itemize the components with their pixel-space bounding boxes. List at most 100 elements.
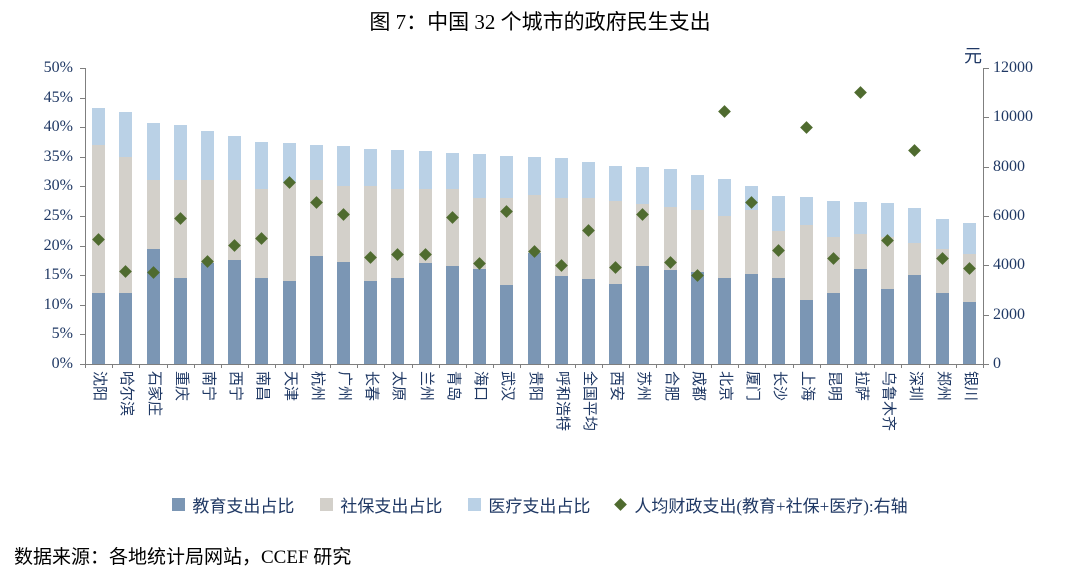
bar-segment-social-security bbox=[799, 224, 813, 301]
bar-segment-medical bbox=[609, 165, 623, 202]
x-axis-tick-mark bbox=[357, 364, 359, 368]
x-axis-label: 兰州 bbox=[417, 371, 434, 402]
bar-segment-social-security bbox=[418, 189, 432, 264]
bar-segment-medical bbox=[255, 142, 269, 190]
legend: 教育支出占比 社保支出占比 医疗支出占比 人均财政支出(教育+社保+医疗):右轴 bbox=[0, 492, 1080, 517]
bar-segment-social-security bbox=[717, 216, 731, 279]
y-axis-tick-label: 10% bbox=[43, 295, 73, 313]
bar-segment-education bbox=[854, 269, 868, 364]
bar-segment-medical bbox=[173, 125, 187, 181]
x-axis-label: 西宁 bbox=[227, 371, 244, 402]
x-axis-label: 深圳 bbox=[907, 371, 924, 402]
bar-segment-education bbox=[200, 263, 214, 364]
y-axis-tick-mark bbox=[80, 245, 85, 247]
bar-segment-medical bbox=[282, 143, 296, 184]
x-axis-label: 成都 bbox=[689, 371, 706, 402]
chart-title: 图 7：中国 32 个城市的政府民生支出 bbox=[369, 10, 711, 34]
bar-segment-social-security bbox=[826, 236, 840, 293]
scatter-point-diamond-icon bbox=[908, 144, 922, 157]
x-axis-tick-mark bbox=[928, 364, 930, 368]
bar-segment-medical bbox=[581, 161, 595, 199]
bar-segment-education bbox=[391, 277, 405, 364]
bar-segment-education bbox=[418, 263, 432, 364]
x-axis-tick-mark bbox=[520, 364, 522, 368]
bar-segment-medical bbox=[636, 166, 650, 205]
x-axis-label: 重庆 bbox=[172, 371, 189, 402]
x-axis-label: 广州 bbox=[336, 371, 352, 402]
y-axis-tick-mark bbox=[80, 275, 85, 277]
bar-segment-medical bbox=[200, 131, 214, 181]
x-axis-tick-mark bbox=[193, 364, 195, 368]
y-axis-tick-label: 45% bbox=[43, 88, 73, 106]
bar-segment-medical bbox=[309, 144, 323, 181]
bar-segment-social-security bbox=[663, 207, 677, 271]
bar-segment-education bbox=[228, 260, 242, 364]
x-axis-label: 海口 bbox=[472, 371, 489, 402]
right-axis-tick-mark bbox=[983, 117, 989, 119]
x-axis-label: 北京 bbox=[716, 371, 733, 402]
y-axis-tick-mark bbox=[80, 216, 85, 217]
scatter-point-diamond-icon bbox=[854, 86, 867, 100]
bar-segment-medical bbox=[663, 168, 677, 208]
y-axis-tick-mark bbox=[80, 304, 85, 306]
x-axis-label: 太原 bbox=[390, 371, 407, 402]
bar-segment-social-security bbox=[745, 210, 759, 274]
bar-segment-social-security bbox=[92, 144, 106, 293]
x-axis-tick-mark bbox=[85, 364, 86, 368]
legend-item: 人均财政支出(教育+社保+医疗):右轴 bbox=[614, 492, 908, 517]
x-axis-label: 上海 bbox=[798, 371, 815, 402]
bar-segment-education bbox=[636, 266, 650, 364]
y-axis-tick-label: 35% bbox=[43, 147, 73, 165]
bar-segment-social-security bbox=[337, 186, 350, 263]
bar-segment-education bbox=[717, 278, 731, 364]
bar-segment-education bbox=[92, 292, 106, 364]
bar-segment-medical bbox=[881, 202, 895, 237]
x-axis-tick-mark bbox=[656, 364, 658, 368]
legend-diamond-marker-icon bbox=[614, 498, 628, 511]
x-axis-label: 长沙 bbox=[771, 371, 788, 402]
bar-segment-education bbox=[609, 284, 623, 364]
x-axis-tick-mark bbox=[221, 364, 223, 368]
x-axis-tick-mark bbox=[139, 364, 141, 368]
x-axis-tick-mark bbox=[629, 364, 631, 368]
bar-segment-medical bbox=[799, 197, 813, 225]
x-axis-tick-mark bbox=[248, 364, 250, 368]
x-axis-tick-mark bbox=[874, 364, 876, 368]
bar-segment-social-security bbox=[581, 198, 595, 280]
x-axis-label: 杭州 bbox=[308, 371, 325, 402]
bar-segment-medical bbox=[908, 208, 922, 243]
y-axis-tick-mark bbox=[80, 68, 85, 69]
x-axis-tick-mark bbox=[411, 364, 413, 368]
source-note: 数据来源：各地统计局网站，CCEF 研究 bbox=[14, 547, 352, 568]
x-axis-tick-mark bbox=[710, 364, 712, 368]
x-axis-tick-mark bbox=[574, 364, 576, 368]
legend-label: 社保支出占比 bbox=[340, 497, 443, 516]
bar-segment-education bbox=[690, 272, 704, 364]
bar-segment-social-security bbox=[364, 186, 378, 282]
right-axis-tick-label: 12000 bbox=[993, 59, 1033, 76]
bar-segment-education bbox=[881, 288, 895, 364]
bar-segment-medical bbox=[473, 153, 487, 199]
x-axis-label: 厦门 bbox=[744, 371, 761, 402]
x-axis-tick-mark bbox=[901, 364, 903, 368]
bar-segment-education bbox=[146, 248, 160, 364]
bar-segment-social-security bbox=[500, 198, 514, 286]
bar-segment-social-security bbox=[173, 180, 187, 279]
right-axis-tick-label: 0 bbox=[993, 355, 1001, 372]
x-axis-label: 哈尔滨 bbox=[118, 371, 135, 417]
y-axis-tick-label: 50% bbox=[43, 59, 73, 76]
y-axis-tick-label: 30% bbox=[43, 177, 73, 195]
right-axis-tick-mark bbox=[983, 216, 989, 217]
legend-item: 社保支出占比 bbox=[320, 492, 442, 517]
x-axis-label: 西安 bbox=[608, 371, 625, 402]
bar-segment-social-security bbox=[309, 180, 323, 257]
bar-segment-social-security bbox=[527, 195, 541, 253]
y-axis-tick-label: 5% bbox=[51, 325, 73, 343]
bar-segment-social-security bbox=[473, 198, 487, 270]
bar-segment-medical bbox=[690, 174, 704, 211]
right-axis-tick-mark bbox=[983, 166, 989, 168]
y-axis-line bbox=[85, 68, 86, 364]
right-axis-unit-label: 元 bbox=[964, 46, 982, 66]
y-axis-tick-mark bbox=[80, 156, 85, 158]
